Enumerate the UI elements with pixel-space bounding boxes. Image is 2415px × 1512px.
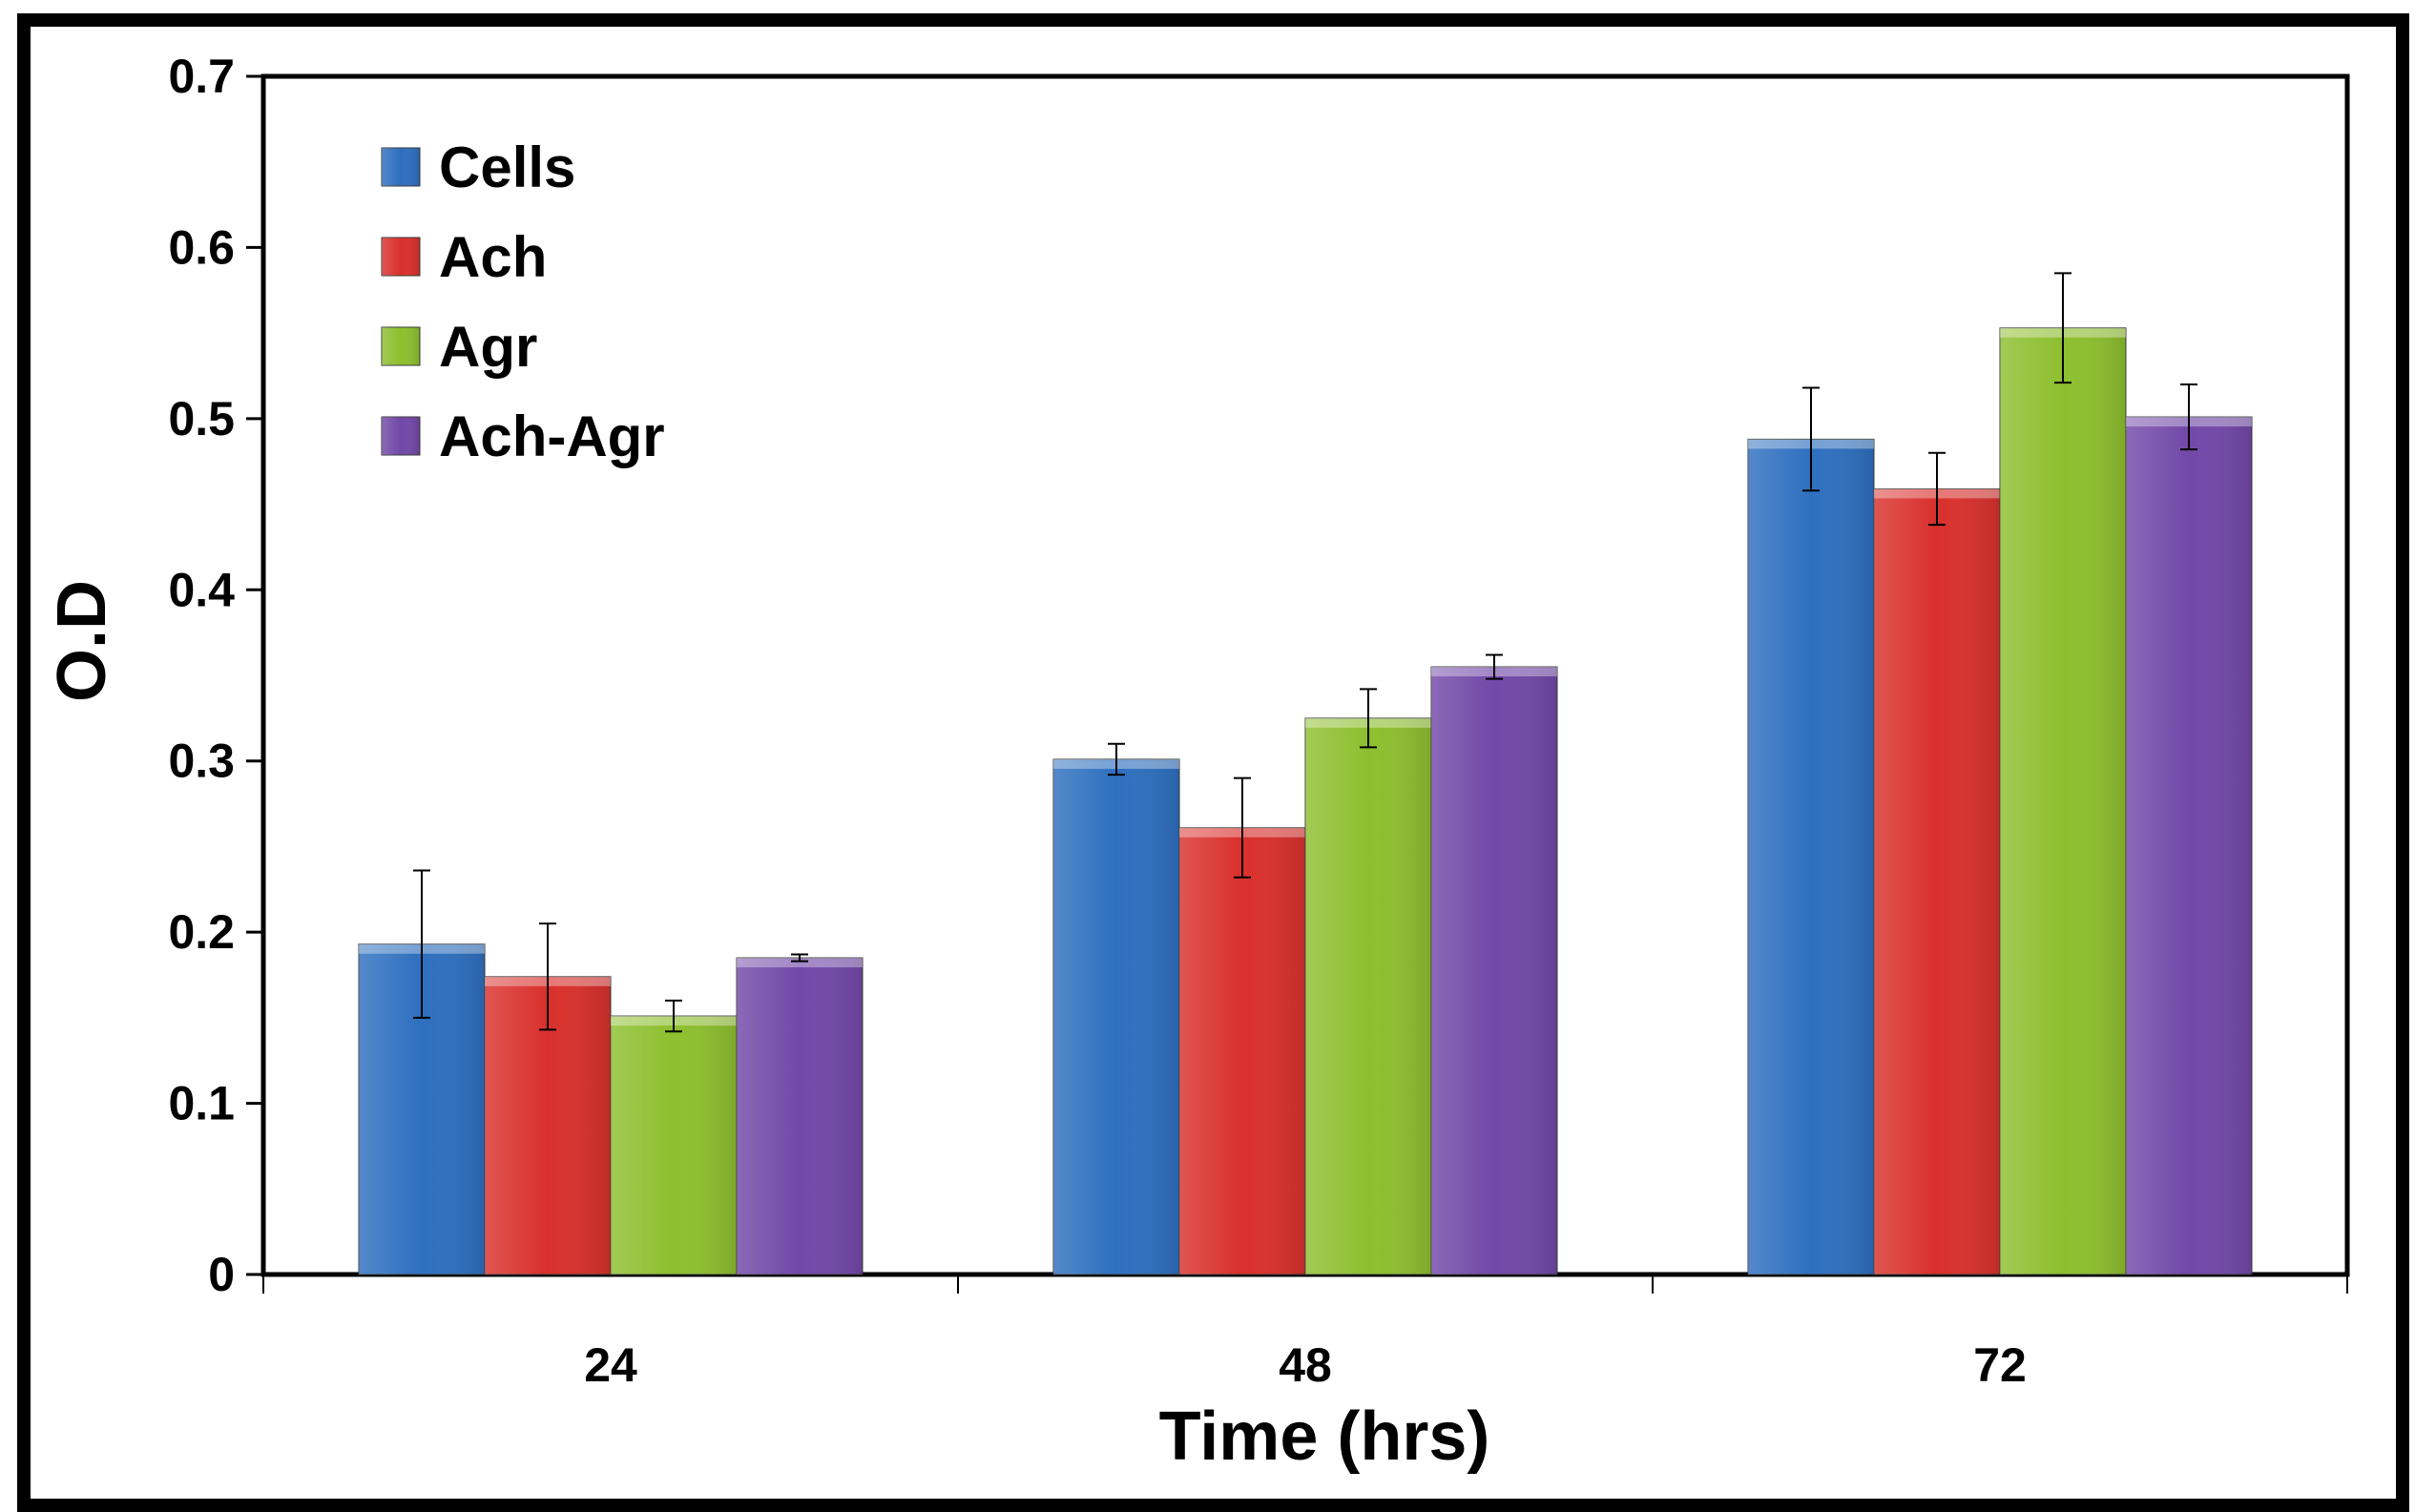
error-bars — [413, 272, 2197, 1033]
bar-shading — [2126, 417, 2252, 1274]
x-tick-label: 24 — [584, 1338, 637, 1392]
bar-shading — [1748, 439, 1874, 1275]
y-tick-label: 0 — [208, 1248, 235, 1301]
y-tick-label: 0.7 — [168, 50, 235, 103]
bar-shading — [737, 958, 863, 1274]
legend-label: Agr — [439, 315, 537, 379]
bar-shading — [1179, 827, 1305, 1274]
legend-label: Ach-Agr — [439, 404, 665, 468]
y-axis: 0 0.1 0.2 0.3 0.4 0.5 0.6 0.7 — [168, 50, 263, 1301]
legend-swatch-shading — [382, 148, 420, 186]
bar-top-highlight — [737, 958, 863, 968]
x-tick-label: 48 — [1279, 1338, 1332, 1392]
bar-series — [358, 327, 2253, 1275]
x-axis: 24 48 72 — [262, 1274, 2348, 1392]
legend-swatch-shading — [382, 417, 420, 455]
legend-label: Cells — [439, 135, 575, 199]
y-tick-label: 0.4 — [168, 563, 235, 616]
legend-swatch-shading — [382, 327, 420, 365]
bar-shading — [2000, 327, 2126, 1274]
y-tick-label: 0.6 — [168, 220, 235, 274]
y-tick-label: 0.3 — [168, 735, 235, 788]
legend: Cells Ach Agr Ach-Agr — [381, 135, 665, 468]
y-tick-label: 0.5 — [168, 392, 235, 445]
x-tick-label: 72 — [1973, 1338, 2027, 1392]
legend-label: Ach — [439, 225, 547, 289]
x-axis-title: Time (hrs) — [1159, 1398, 1490, 1475]
y-tick-label: 0.1 — [168, 1077, 235, 1130]
y-axis-title: O.D — [44, 580, 120, 702]
bar-shading — [611, 1016, 737, 1274]
bar-shading — [1874, 488, 2000, 1274]
bar-shading — [1431, 667, 1557, 1274]
bar-shading — [1305, 717, 1431, 1274]
legend-swatch-shading — [382, 238, 420, 276]
y-tick-label: 0.2 — [168, 905, 235, 959]
bar-shading — [1053, 758, 1179, 1274]
